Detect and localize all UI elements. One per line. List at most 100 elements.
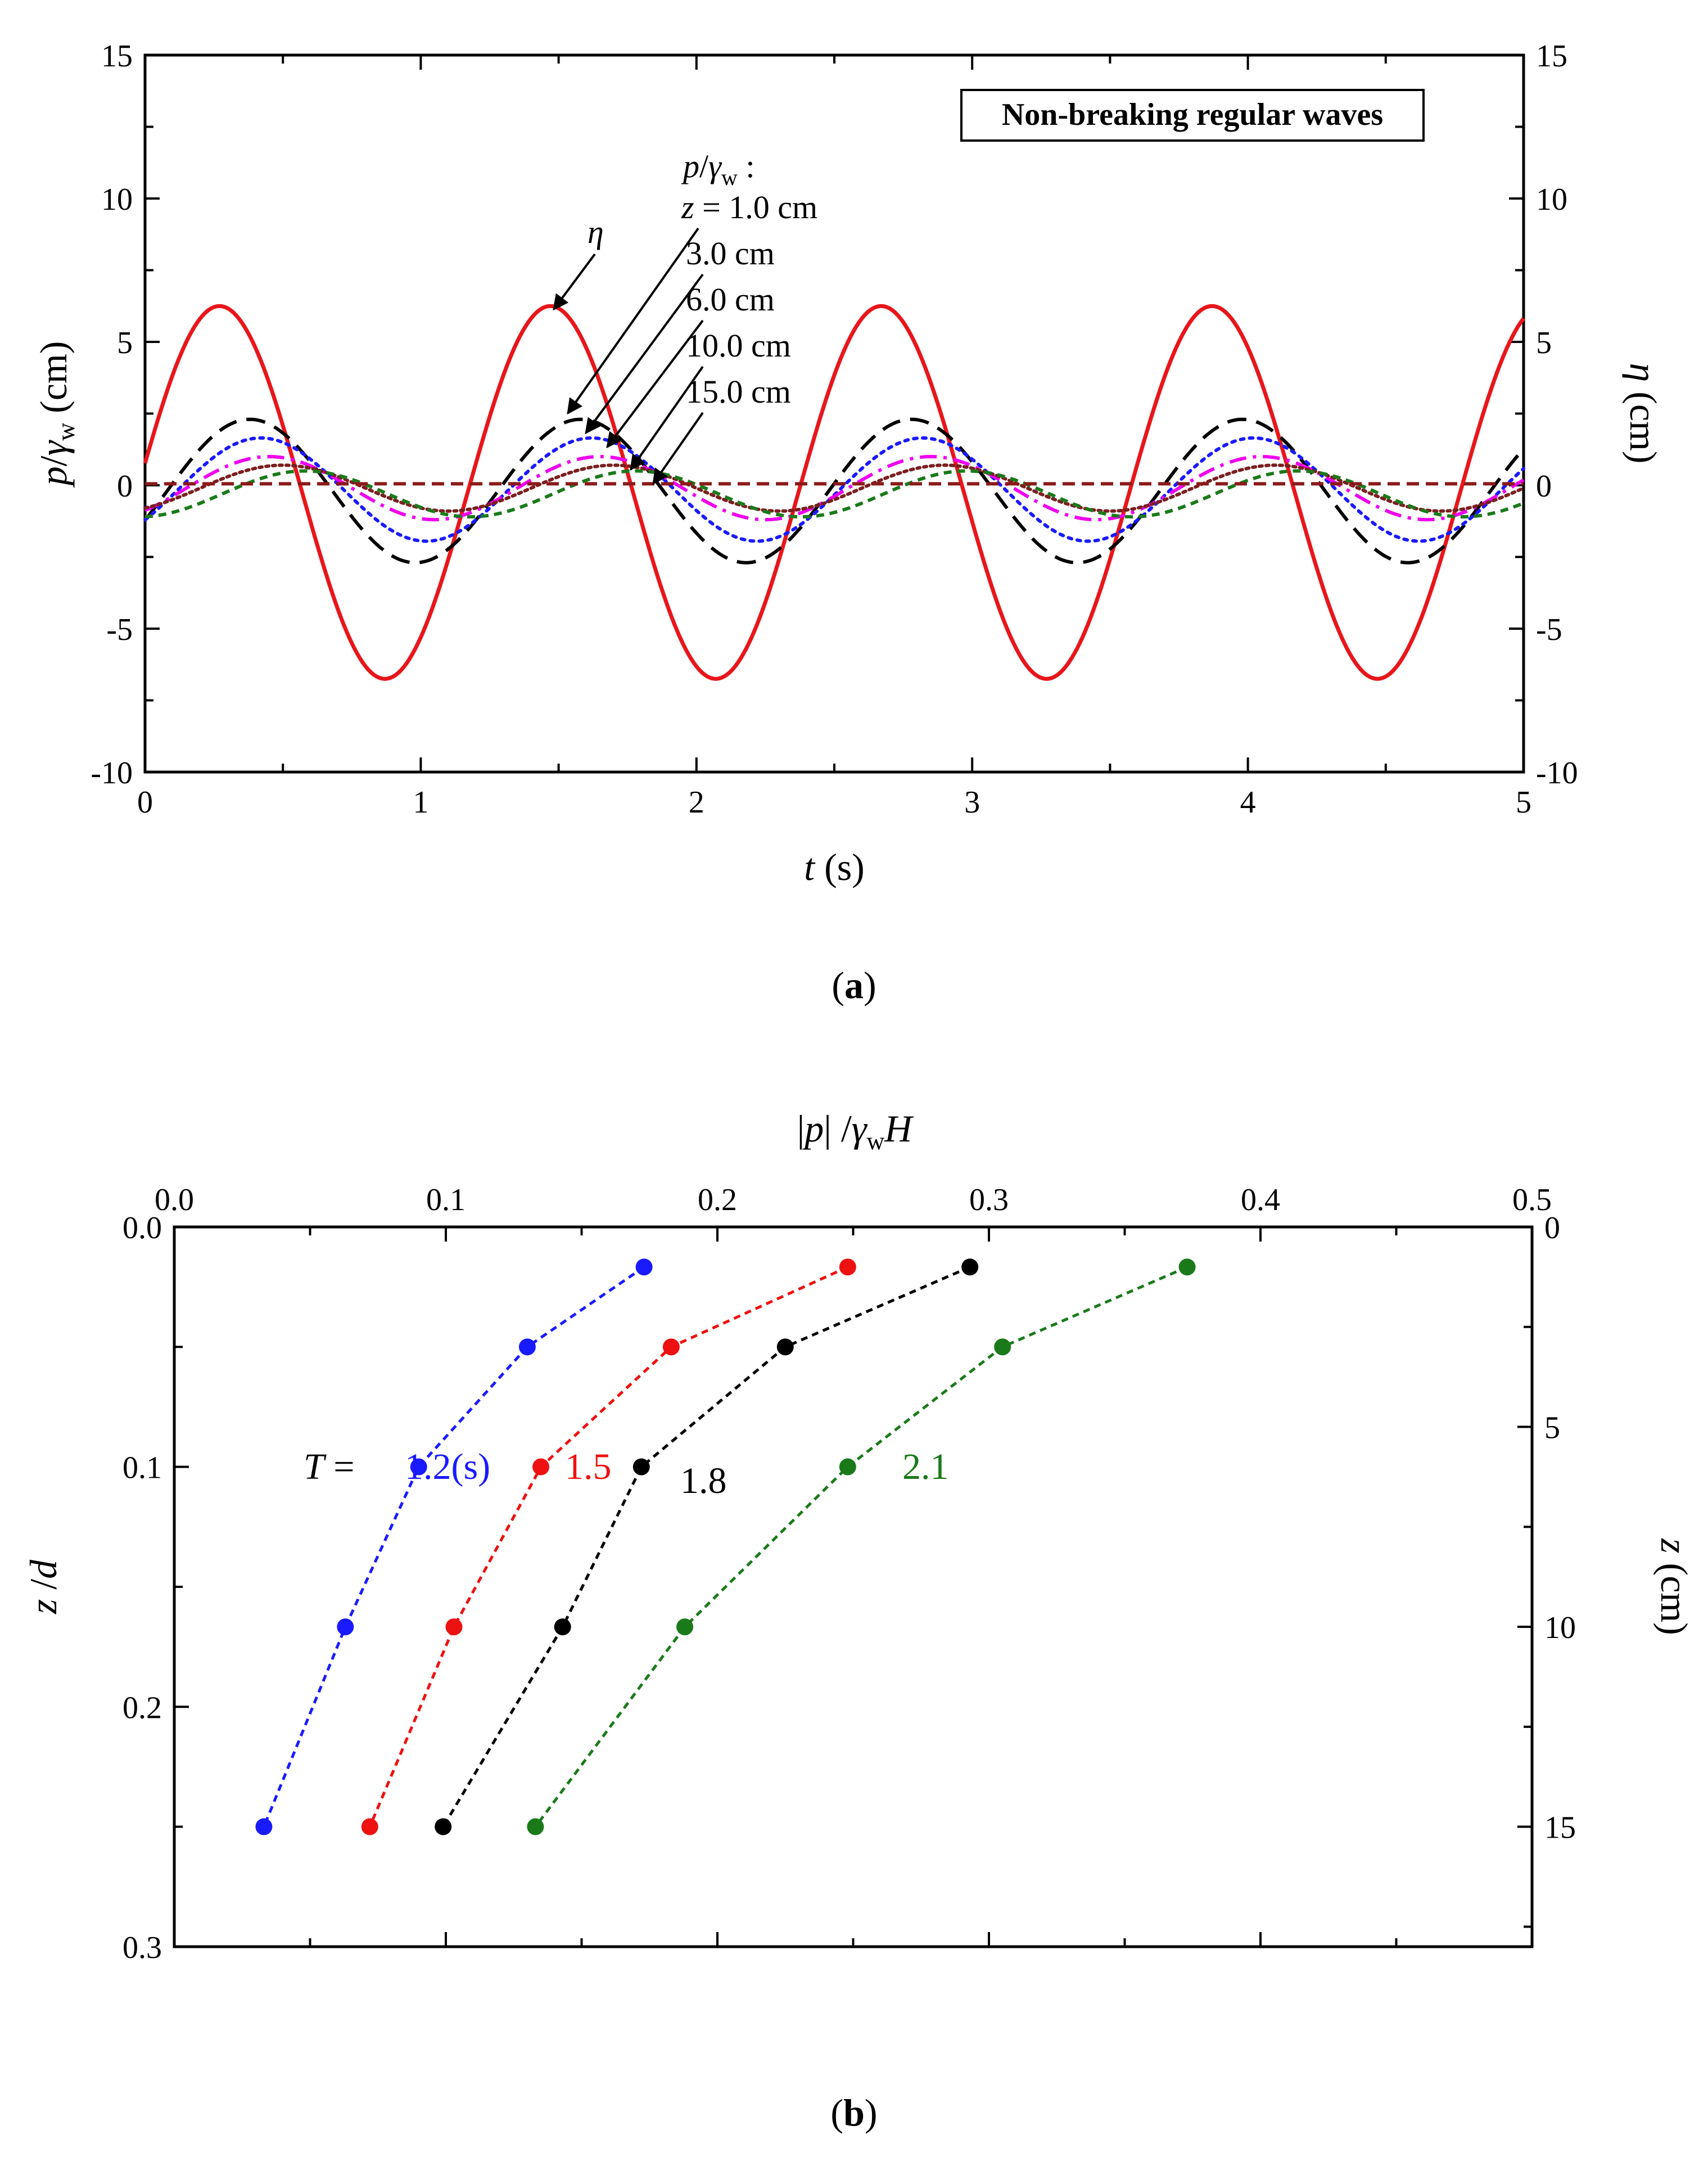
chart-a-y-axis-label: p/γw (cm)	[32, 341, 80, 488]
plot-a-frame	[143, 53, 1525, 774]
profile-line-0	[263, 1266, 645, 1827]
profile-point	[662, 1338, 680, 1356]
chart-a-y-tick-labels: -10 -5 0 5 10 15	[91, 39, 133, 791]
profile-point	[839, 1458, 856, 1475]
leader-arrow-3	[630, 365, 704, 471]
b-y-tick-label: 0.0	[123, 1211, 162, 1246]
leader-arrow-1	[585, 273, 704, 435]
b-x-tick-label: 0.4	[1241, 1183, 1280, 1217]
a-y-tick-label: 5	[117, 326, 133, 360]
a-y-tick-label: -10	[91, 756, 133, 791]
b-x-tick-label: 0.0	[155, 1183, 194, 1217]
a-x-tick-label: 4	[1240, 785, 1256, 820]
a-y-tick-label: -5	[106, 612, 133, 647]
a-y2-tick-label: 10	[1536, 182, 1567, 217]
b-y2-tick-label: 5	[1544, 1411, 1560, 1446]
series-label-2: 1.8	[680, 1460, 727, 1501]
series-line--	[143, 304, 1525, 681]
chart-b-series	[255, 1258, 1196, 1835]
a-y2-tick-label: -10	[1536, 756, 1578, 791]
chart-a-x-axis-label: t (s)	[804, 846, 865, 888]
chart-b-x-axis-label: |p| /γwH	[797, 1107, 915, 1155]
profile-point	[527, 1818, 544, 1835]
profile-point	[518, 1338, 536, 1356]
chart-b-x-tick-labels: 0.0 0.1 0.2 0.3 0.4 0.5	[155, 1183, 1552, 1217]
profile-point	[676, 1618, 694, 1636]
chart-a-title: Non-breaking regular waves	[1002, 97, 1383, 132]
a-y2-tick-label: -5	[1536, 612, 1562, 647]
profile-point	[554, 1618, 571, 1636]
profile-point	[839, 1258, 856, 1276]
a-y2-tick-label: 15	[1536, 39, 1567, 74]
series-label-3: 2.1	[902, 1446, 949, 1487]
b-x-tick-label: 0.2	[698, 1183, 737, 1217]
a-y-tick-label: 10	[101, 182, 133, 217]
legend-label-1: 3.0 cm	[686, 235, 775, 272]
profile-line-2	[442, 1266, 971, 1827]
series-label-0: 1.2(s)	[405, 1446, 490, 1487]
a-x-tick-label: 3	[964, 785, 980, 820]
a-y2-tick-label: 0	[1536, 469, 1552, 504]
b-x-tick-label: 0.3	[969, 1183, 1009, 1217]
legend-label-4: 15.0 cm	[686, 373, 791, 410]
panel-a-label: (a)	[832, 964, 876, 1007]
leader-arrow-2	[606, 319, 704, 449]
profile-point	[776, 1338, 794, 1356]
chart-b-y-axis-label: z /d	[22, 1559, 65, 1614]
legend-label-3: 10.0 cm	[686, 327, 791, 364]
a-y-tick-label: 15	[101, 39, 133, 74]
b-y-tick-label: 0.3	[123, 1930, 162, 1965]
profile-point	[635, 1258, 653, 1276]
chart-a-legend-header: p/γw :	[681, 148, 755, 190]
chart-b-y2-tick-labels: 0 5 10 15	[1544, 1211, 1576, 1845]
chart-a: 0 1 2 3 4 5 -10 -5 0 5 10 15 -10 -5 0 5 10 15 t (s) p/γ…	[32, 39, 1665, 888]
chart-b-y-tick-labels: 0.0 0.1 0.2 0.3	[123, 1211, 162, 1965]
panel-b-label: (b)	[830, 2091, 877, 2134]
profile-point	[994, 1338, 1011, 1356]
series-label-1: 1.5	[565, 1446, 612, 1487]
b-y2-tick-label: 10	[1544, 1610, 1576, 1645]
chart-a-ticks	[144, 54, 1525, 773]
chart-a-title-box	[960, 89, 1425, 142]
a-y-tick-label: 0	[117, 469, 133, 504]
profile-point	[632, 1458, 650, 1475]
profile-line-3	[534, 1266, 1188, 1828]
b-y-tick-label: 0.2	[123, 1690, 162, 1725]
profile-point	[435, 1818, 452, 1835]
profile-point	[532, 1458, 550, 1475]
legend-label-2: 6.0 cm	[686, 281, 775, 318]
b-y-tick-label: 0.1	[123, 1451, 162, 1486]
a-x-tick-label: 0	[137, 785, 153, 820]
chart-b-series-labels: T = 1.2(s) 1.5 1.8 2.1	[304, 1446, 949, 1501]
a-y2-tick-label: 5	[1536, 326, 1552, 360]
series-label-prefix: T =	[304, 1446, 354, 1487]
b-y2-tick-label: 0	[1544, 1211, 1560, 1246]
chart-a-series	[143, 304, 1525, 681]
series-line-10-0-cm	[143, 463, 1525, 513]
profile-point	[1178, 1258, 1196, 1276]
chart-b-ticks	[173, 1226, 1533, 1948]
b-x-tick-label: 0.5	[1512, 1183, 1552, 1217]
leader-arrow-4	[652, 412, 704, 485]
series-line-6-0-cm	[144, 454, 1525, 522]
profile-point	[445, 1618, 463, 1636]
profile-point	[961, 1258, 979, 1276]
plot-b-frame	[173, 1225, 1534, 1948]
a-x-tick-label: 1	[413, 785, 428, 820]
series-line-z-1-0-cm	[143, 417, 1525, 565]
series-line-15-0-cm	[144, 469, 1525, 519]
leader-arrow-eta	[553, 253, 596, 311]
chart-a-y2-axis-label: η (cm)	[1622, 363, 1665, 463]
profile-point	[337, 1618, 354, 1636]
chart-a-y2-tick-labels: -10 -5 0 5 10 15	[1536, 39, 1578, 791]
legend-label-0: z = 1.0 cm	[681, 189, 817, 225]
a-x-tick-label: 5	[1516, 785, 1531, 820]
chart-b: 0.0 0.1 0.2 0.3 0.4 0.5 0.0 0.1 0.2 0.3 0 5 10 15 |…	[22, 1107, 1696, 1965]
legend-label-eta: η	[588, 214, 604, 250]
chart-b-y2-axis-label: z (cm)	[1653, 1538, 1696, 1635]
a-x-tick-label: 2	[689, 785, 704, 820]
profile-point	[410, 1458, 427, 1475]
chart-a-x-tick-labels: 0 1 2 3 4 5	[137, 785, 1531, 820]
b-x-tick-label: 0.1	[426, 1183, 466, 1217]
